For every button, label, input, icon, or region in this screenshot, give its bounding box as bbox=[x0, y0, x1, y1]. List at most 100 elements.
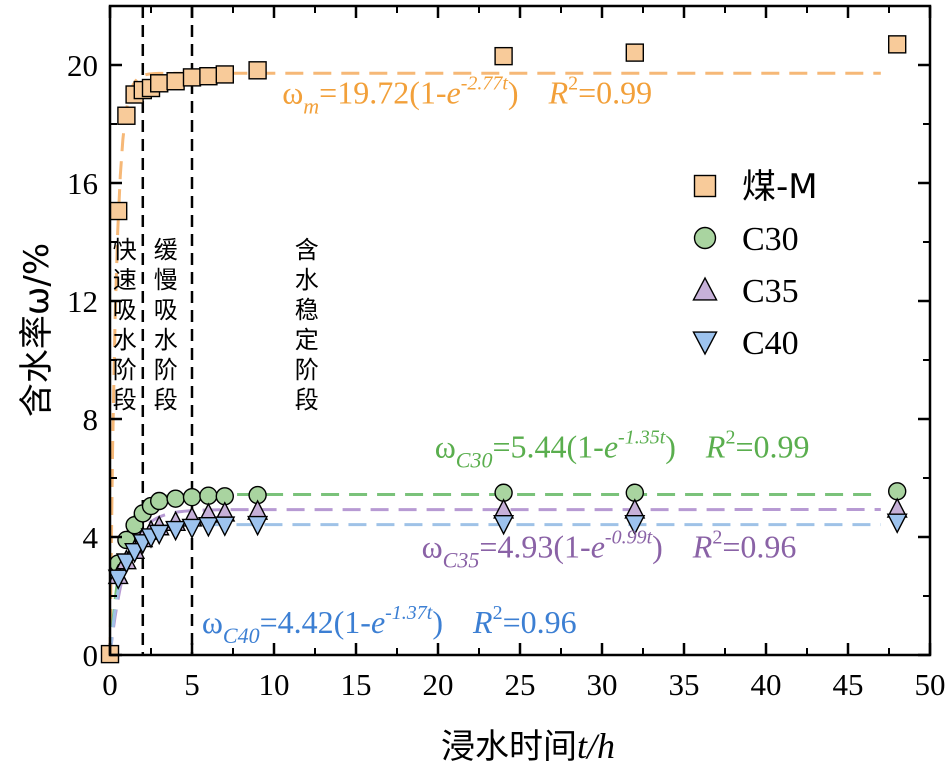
eq-coefficient: =4.42(1- bbox=[260, 604, 371, 640]
data-point-c40 bbox=[247, 515, 269, 537]
x-tick-label: 20 bbox=[423, 667, 454, 702]
eq-r: R bbox=[472, 604, 493, 640]
phase-label-char: 速 bbox=[113, 266, 137, 294]
data-point-coal-m bbox=[166, 72, 185, 91]
eq-base: e bbox=[604, 428, 618, 464]
data-point-c30 bbox=[888, 482, 907, 501]
eq-subscript: C30 bbox=[456, 447, 493, 472]
data-point-coal-m bbox=[108, 201, 128, 221]
fit-curves bbox=[108, 71, 881, 656]
x-tick-label: 5 bbox=[184, 667, 200, 702]
legend-marker-c30 bbox=[693, 226, 717, 250]
eq-base: e bbox=[371, 604, 385, 640]
eq-coefficient: =19.72(1- bbox=[319, 74, 446, 110]
eq-r2-value: =0.96 bbox=[503, 604, 577, 640]
data-point-c40 bbox=[624, 514, 646, 536]
eq-close: ) bbox=[432, 604, 443, 640]
y-tick-label: 12 bbox=[67, 284, 98, 319]
data-point-coal-m bbox=[182, 68, 202, 87]
data-point-c40 bbox=[115, 553, 137, 574]
phase-label-char: 缓 bbox=[154, 236, 178, 264]
eq-exponent: -1.37t bbox=[385, 602, 433, 624]
phase-label-char: 段 bbox=[295, 386, 319, 414]
eq-exponent: -0.99t bbox=[605, 527, 653, 549]
data-point-coal-m bbox=[199, 67, 218, 86]
eq-r2-value: =0.99 bbox=[578, 74, 652, 110]
legend-item-c40: C40 bbox=[692, 325, 799, 362]
x-tick-label: 25 bbox=[505, 667, 536, 702]
eq-r-sup: 2 bbox=[725, 426, 735, 448]
legend-marker-coal-m bbox=[693, 174, 717, 198]
phase-label-char: 水 bbox=[295, 266, 319, 294]
series-coal-m bbox=[100, 35, 907, 664]
data-point-c40 bbox=[165, 520, 187, 542]
fit-curve-c35 bbox=[108, 508, 881, 656]
phase-label-char: 含 bbox=[295, 236, 319, 264]
axes: 0 5 10 15 20 25 30 35 40 45 50 0 4 8 12 16 20 bbox=[67, 4, 945, 702]
phase-label-char: 水 bbox=[154, 326, 178, 354]
data-point-coal-m bbox=[888, 35, 907, 54]
legend-item-coal-m: 煤-M bbox=[693, 167, 818, 207]
eq-r-sup: 2 bbox=[493, 602, 503, 624]
fit-equation-c30: ωC30=5.44(1-e-1.35t) R2=0.99 bbox=[435, 426, 810, 472]
data-point-coal-m bbox=[117, 106, 136, 125]
fit-equations: ωm=19.72(1-e-2.77t) R2=0.99ωC30=5.44(1-e-… bbox=[202, 72, 810, 648]
legend-label-coal-m: 煤-M bbox=[742, 167, 818, 207]
eq-r2-value: =0.96 bbox=[722, 529, 796, 565]
eq-coefficient: =5.44(1- bbox=[492, 428, 603, 464]
legend: 煤-M C30 C35 C40 bbox=[692, 167, 818, 362]
x-axis-label-text: 浸水时间 bbox=[441, 727, 577, 767]
data-point-c40 bbox=[214, 516, 236, 537]
y-axis-label: 含水率ω/% bbox=[17, 243, 57, 417]
fit-curve-c40 bbox=[108, 523, 881, 656]
phase-label-char: 水 bbox=[113, 326, 137, 354]
legend-marker-c40 bbox=[692, 331, 718, 356]
x-axis-label-var: t/h bbox=[577, 726, 615, 766]
x-axis-label: 浸水时间t/h bbox=[441, 726, 615, 767]
phase-label-char: 稳 bbox=[295, 296, 319, 324]
y-tick-label: 16 bbox=[67, 166, 98, 201]
eq-close: ) bbox=[508, 74, 519, 110]
x-tick-label: 50 bbox=[915, 667, 945, 702]
phase-label-char: 定 bbox=[295, 326, 319, 354]
x-tick-label: 30 bbox=[587, 667, 618, 702]
legend-item-c30: C30 bbox=[693, 221, 799, 258]
phase-label-char: 段 bbox=[154, 386, 178, 414]
data-point-coal-m bbox=[149, 74, 169, 93]
eq-exponent: -1.35t bbox=[618, 426, 666, 448]
data-point-coal-m bbox=[248, 61, 267, 80]
phase-label-char: 阶 bbox=[154, 356, 178, 384]
y-tick-label: 20 bbox=[67, 48, 98, 83]
phase-label-char: 慢 bbox=[154, 266, 178, 294]
eq-r: R bbox=[548, 74, 569, 110]
fit-equation-coal-m: ωm=19.72(1-e-2.77t) R2=0.99 bbox=[282, 72, 652, 118]
data-markers bbox=[100, 35, 908, 664]
x-tick-label: 35 bbox=[669, 667, 700, 702]
fit-equation-c40: ωC40=4.42(1-e-1.37t) R2=0.96 bbox=[202, 602, 577, 648]
data-point-c30 bbox=[199, 486, 218, 505]
eq-symbol: ω bbox=[202, 604, 223, 640]
data-point-c30 bbox=[149, 491, 169, 511]
data-point-c40 bbox=[181, 518, 203, 540]
data-point-c40 bbox=[886, 513, 908, 534]
eq-r2-value: =0.99 bbox=[735, 428, 809, 464]
eq-symbol: ω bbox=[422, 529, 443, 565]
fit-curve-coal-m bbox=[108, 71, 881, 656]
x-tick-label: 40 bbox=[751, 667, 782, 702]
eq-base: e bbox=[447, 74, 461, 110]
data-point-coal-m bbox=[625, 43, 644, 62]
phase-label-char: 吸 bbox=[154, 296, 178, 324]
y-tick-label: 4 bbox=[83, 520, 99, 555]
eq-subscript: m bbox=[303, 93, 319, 118]
data-point-c40 bbox=[107, 569, 129, 590]
eq-close: ) bbox=[652, 529, 663, 565]
data-point-c30 bbox=[182, 487, 202, 507]
legend-marker-c35 bbox=[692, 276, 718, 301]
eq-subscript: C40 bbox=[223, 623, 260, 648]
eq-symbol: ω bbox=[282, 74, 303, 110]
legend-label-c40: C40 bbox=[742, 325, 799, 362]
x-tick-label: 45 bbox=[833, 667, 864, 702]
